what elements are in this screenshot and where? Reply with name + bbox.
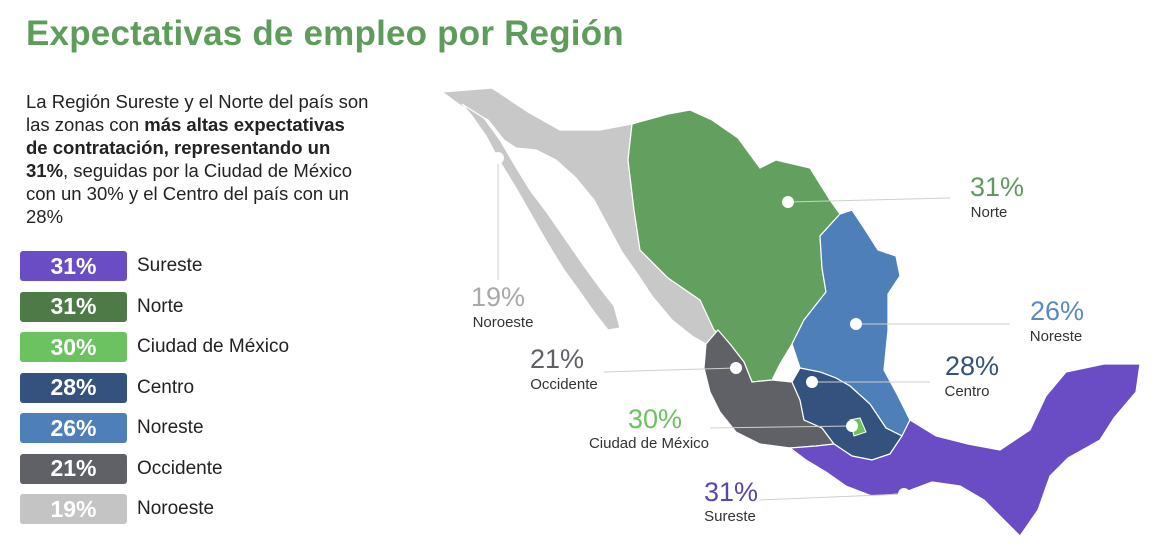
legend-label: Centro: [137, 376, 195, 398]
marker-centro: [806, 376, 818, 388]
legend-label: Sureste: [137, 255, 203, 276]
region-name-cdmx: Ciudad de México: [589, 435, 709, 452]
callout-line-occidente: [603, 367, 737, 373]
page-title: Expectativas de empleo por Región: [26, 14, 624, 53]
region-name-norte: Norte: [971, 204, 1008, 221]
region-name-noroeste: Noroeste: [473, 314, 534, 331]
callout-line-norte: [787, 197, 951, 203]
callout-line-cdmx: [709, 425, 853, 429]
region-value-noreste: 26%: [1030, 296, 1084, 326]
legend-item-norte: 31% Norte: [20, 291, 289, 322]
legend-item-occidente: 21% Occidente: [20, 453, 289, 484]
description: La Región Sureste y el Norte del país so…: [26, 90, 371, 228]
region-shape: [788, 363, 1141, 537]
legend: 31% Sureste 31% Norte 30% Ciudad de Méxi…: [20, 251, 289, 535]
region-name-noreste: Noreste: [1030, 328, 1083, 345]
legend-item-noreste: 26% Noreste: [20, 413, 289, 443]
legend-swatch: 31%: [20, 251, 127, 281]
callout-line-sureste: [759, 493, 905, 501]
region-value-centro: 28%: [945, 351, 999, 381]
region-name-occidente: Occidente: [530, 376, 598, 393]
legend-swatch: 31%: [20, 291, 127, 322]
legend-label: Occidente: [137, 457, 223, 479]
region-name-centro: Centro: [944, 383, 989, 400]
legend-item-noroeste: 19% Noroeste: [20, 494, 289, 524]
marker-norte: [782, 196, 794, 208]
legend-item-centro: 28% Centro: [20, 372, 289, 403]
marker-cdmx: [846, 420, 858, 432]
region-sureste: [788, 363, 1141, 537]
legend-label: Noreste: [137, 417, 204, 438]
marker-noreste: [850, 318, 862, 330]
legend-swatch: 28%: [20, 372, 127, 403]
legend-swatch: 19%: [20, 494, 127, 524]
region-name-sureste: Sureste: [704, 508, 756, 525]
description-text: La Región Sureste y el Norte del país so…: [26, 91, 369, 135]
description-highlight: más altas expectativas de contratación, …: [26, 114, 345, 181]
region-value-cdmx: 30%: [628, 404, 682, 434]
legend-swatch: 26%: [20, 413, 127, 443]
region-shape: [440, 87, 719, 345]
region-value-occidente: 21%: [530, 344, 584, 374]
legend-label: Noroeste: [137, 498, 215, 519]
marker-noroeste: [492, 152, 504, 164]
legend-item-sureste: 31% Sureste: [20, 251, 289, 281]
region-value-noroeste: 19%: [471, 282, 525, 312]
legend-swatch: 30%: [20, 332, 127, 362]
legend-label: Ciudad de México: [137, 336, 290, 357]
description-text-continued: , seguidas por la Ciudad de México con u…: [26, 160, 353, 227]
legend-swatch: 21%: [20, 453, 127, 484]
region-value-sureste: 31%: [704, 477, 758, 507]
legend-label: Norte: [137, 295, 184, 317]
marker-sureste: [898, 488, 910, 500]
legend-item-cdmx: 30% Ciudad de México: [20, 332, 289, 362]
region-value-norte: 31%: [970, 172, 1024, 202]
marker-occidente: [730, 362, 742, 374]
